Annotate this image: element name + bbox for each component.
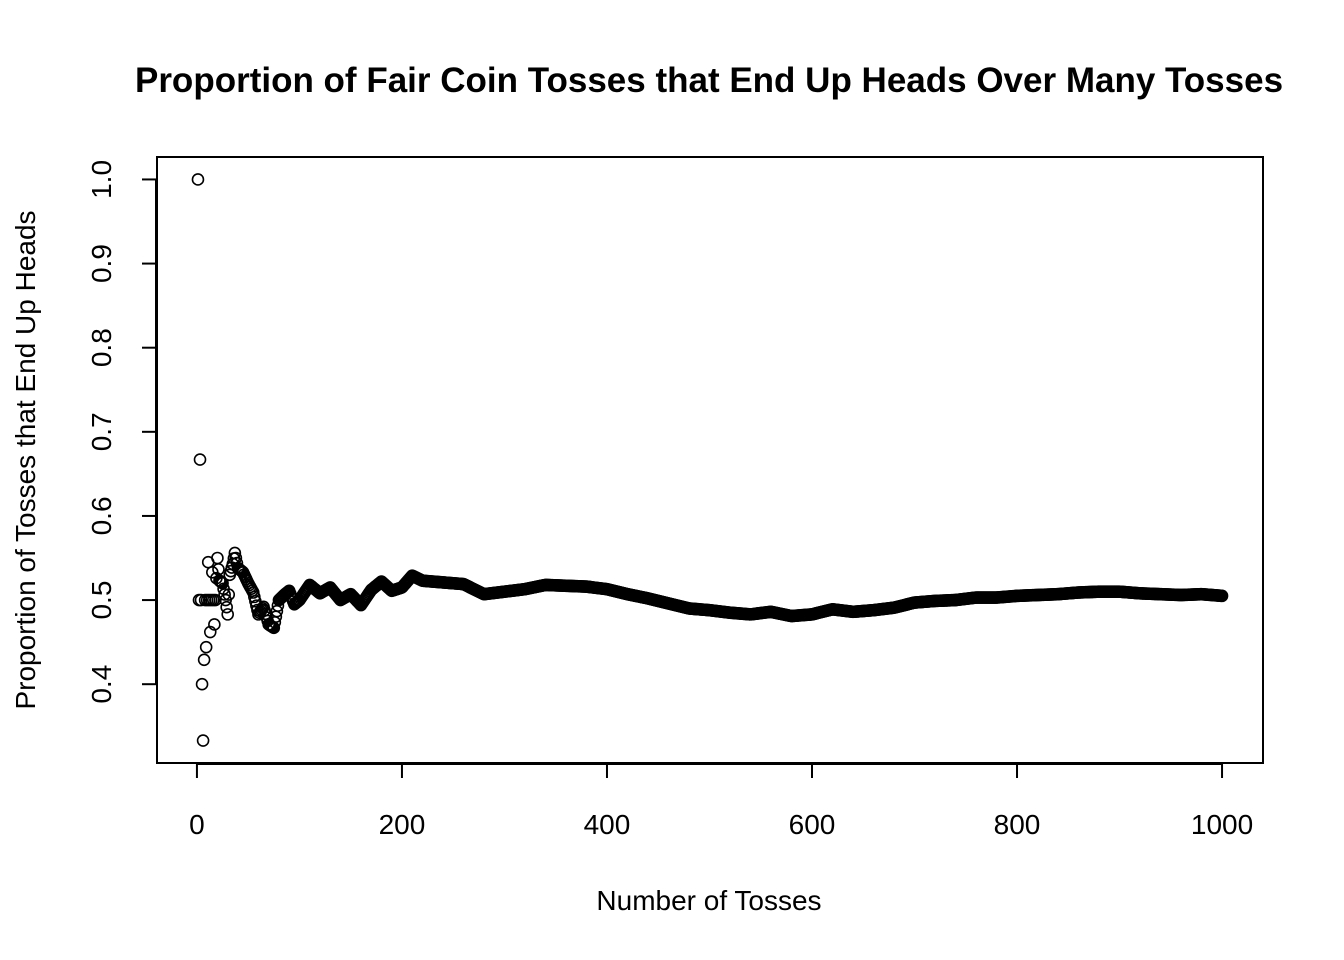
y-axis-label: Proportion of Tosses that End Up Heads (10, 210, 41, 709)
plot-frame (156, 156, 1264, 764)
data-point (221, 608, 234, 621)
y-tick-label: 0.7 (86, 412, 117, 451)
data-point (208, 618, 221, 631)
x-tick-label: 1000 (1191, 809, 1253, 840)
data-point (197, 653, 211, 667)
data-point (1215, 589, 1229, 603)
chart-title: Proportion of Fair Coin Tosses that End … (135, 61, 1283, 100)
data-point (203, 625, 217, 639)
data-point (199, 640, 213, 654)
x-tick-label: 400 (584, 809, 631, 840)
x-tick-label: 600 (789, 809, 836, 840)
x-axis: 0 200 400 600 800 1000 (189, 763, 1253, 840)
data-point (220, 600, 233, 614)
x-tick-label: 0 (189, 809, 205, 840)
y-tick-label: 1.0 (86, 160, 117, 199)
data-point (191, 173, 205, 186)
data-point (211, 551, 224, 565)
y-tick-label: 0.6 (86, 496, 117, 535)
x-tick-label: 800 (994, 809, 1041, 840)
y-tick-label: 0.9 (86, 244, 117, 283)
data-point (196, 734, 210, 747)
data-point (195, 677, 209, 691)
y-tick-label: 0.8 (86, 328, 117, 367)
data-point (193, 453, 207, 466)
data-point (222, 588, 236, 601)
data-point (218, 588, 231, 601)
y-axis: 0.4 0.5 0.6 0.7 0.8 0.9 1.0 (86, 160, 157, 704)
y-tick-label: 0.4 (86, 665, 117, 704)
y-tick-label: 0.5 (86, 581, 117, 620)
data-points (191, 173, 1229, 747)
x-axis-label: Number of Tosses (596, 885, 821, 916)
x-tick-label: 200 (379, 809, 426, 840)
